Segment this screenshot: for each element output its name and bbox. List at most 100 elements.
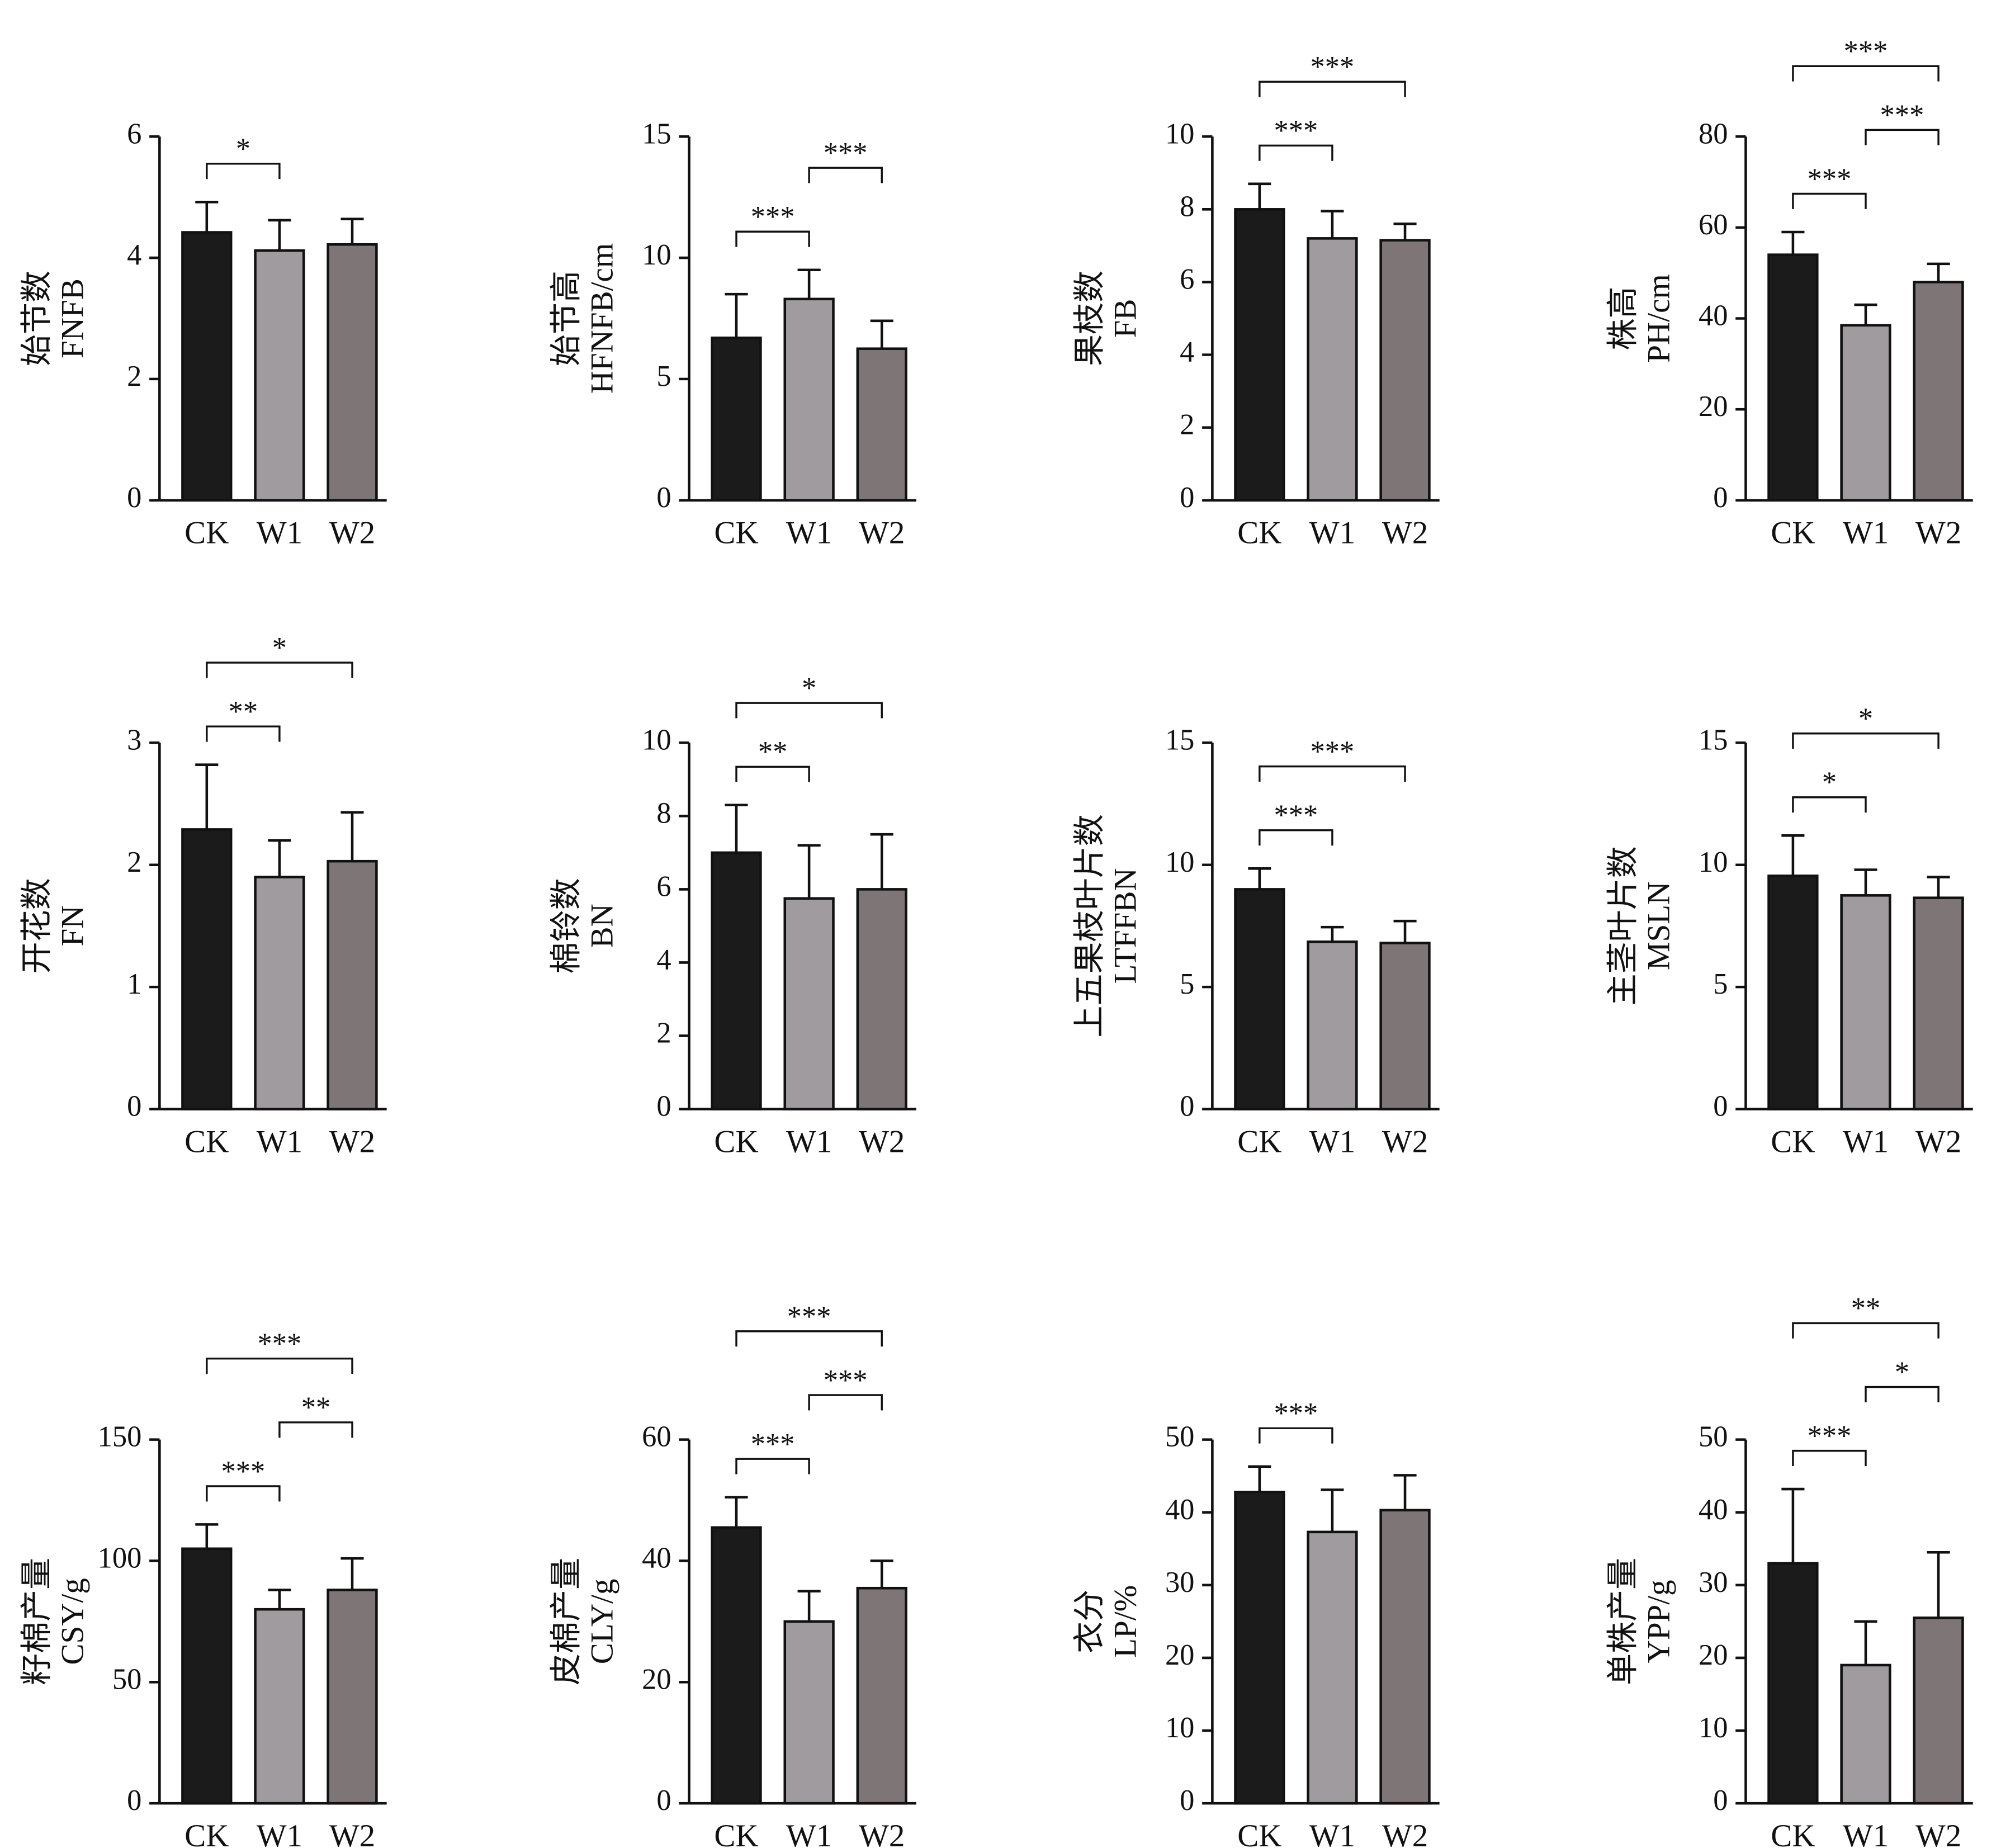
bar (327, 859, 378, 1110)
error-bar (1781, 230, 1805, 255)
x-tick-label: W2 (329, 1124, 375, 1159)
y-tick-label: 30 (1699, 1566, 1728, 1599)
significance-label: *** (787, 1301, 831, 1333)
panel: 0 2 4 6 8 10 果枝数 FB CK W1 W2 *** *** (1072, 51, 1440, 551)
y-tick-label: 4 (656, 943, 671, 976)
bar (711, 851, 762, 1110)
bar (1379, 942, 1431, 1110)
error-bar (870, 833, 893, 890)
x-tick-label: CK (1771, 516, 1815, 551)
bar (181, 1547, 233, 1805)
y-tick-label: 0 (1713, 1784, 1728, 1817)
x-tick-label: W2 (1915, 1124, 1961, 1159)
error-bar (725, 1496, 748, 1528)
y-tick-label: 10 (1699, 846, 1728, 878)
y-tick-label: 10 (642, 724, 671, 756)
y-tick-label: 5 (656, 360, 671, 393)
y-tick-label: 150 (98, 1421, 142, 1453)
error-bar (1927, 262, 1950, 282)
y-axis-label: 棉铃数 (549, 878, 584, 973)
panel: 0 2 4 6 始节数 FNFB CK W1 W2 * (20, 117, 387, 551)
y-tick-label: 0 (127, 481, 141, 514)
y-tick-label: 8 (1180, 190, 1194, 223)
error-bar (797, 268, 821, 299)
bar (1913, 1617, 1964, 1805)
y-axis-label: FB (1108, 299, 1143, 338)
error-bar (1781, 834, 1805, 876)
y-tick-label: 10 (1165, 1712, 1194, 1744)
y-tick-label: 20 (642, 1663, 671, 1695)
significance-label: *** (1311, 736, 1355, 768)
y-tick-label: 0 (127, 1784, 141, 1817)
bar (1379, 1509, 1431, 1805)
significance-bracket (1792, 192, 1867, 209)
significance-label: * (1822, 767, 1837, 799)
bar (1913, 281, 1964, 502)
significance-bracket (735, 702, 883, 719)
bar (1379, 239, 1431, 502)
bar (181, 231, 233, 502)
significance-bracket (1259, 81, 1406, 97)
error-bar (1393, 919, 1417, 943)
significance-label: *** (824, 137, 868, 169)
x-tick-label: CK (185, 516, 229, 551)
panel: 0 10 20 30 40 50 衣分 LP/% CK W1 W2 *** (1072, 1397, 1440, 1848)
y-tick-label: 20 (1699, 1639, 1728, 1671)
error-bar (195, 763, 219, 830)
y-axis-label: CSY/g (55, 1578, 90, 1665)
y-tick-label: 15 (642, 117, 671, 150)
bar (711, 1526, 762, 1805)
y-tick-label: 5 (1180, 968, 1194, 1000)
significance-label: *** (1808, 1420, 1852, 1452)
y-tick-label: 50 (112, 1663, 141, 1695)
significance-label: ** (758, 736, 787, 768)
bar (1913, 896, 1964, 1110)
bar (1840, 324, 1891, 502)
bar (1307, 1530, 1358, 1805)
error-bar (870, 319, 893, 349)
significance-label: *** (1274, 115, 1318, 147)
bar (254, 876, 305, 1110)
significance-label: *** (824, 1364, 868, 1397)
x-tick-label: CK (714, 516, 758, 551)
error-bar (268, 1589, 291, 1610)
y-tick-label: 4 (127, 239, 141, 271)
y-tick-label: 10 (1165, 846, 1194, 878)
x-tick-label: W2 (859, 516, 905, 551)
x-tick-label: W1 (1843, 1124, 1889, 1159)
bar (856, 347, 907, 502)
y-tick-label: 1 (127, 968, 141, 1000)
significance-label: *** (258, 1328, 302, 1360)
significance-bracket (735, 230, 810, 247)
y-axis-label: FNFB (55, 278, 90, 358)
y-axis-label: 始节数 (20, 271, 55, 366)
bar (1767, 1562, 1819, 1805)
y-tick-label: 60 (1699, 209, 1728, 241)
error-bar (797, 844, 821, 899)
error-bar (1393, 223, 1417, 240)
y-axis-label: 衣分 (1072, 1590, 1108, 1653)
x-tick-label: W2 (859, 1818, 905, 1848)
bar (1307, 940, 1358, 1110)
significance-bracket (735, 765, 810, 782)
x-tick-label: W2 (1382, 516, 1428, 551)
x-tick-label: W1 (1843, 1818, 1889, 1848)
x-tick-label: W2 (1382, 1124, 1428, 1159)
y-tick-label: 0 (1180, 1784, 1194, 1817)
error-bar (1781, 1487, 1805, 1563)
y-axis-label: 开花数 (20, 878, 55, 973)
error-bar (340, 218, 364, 245)
significance-label: * (272, 632, 287, 664)
y-axis-label: CLY/g (585, 1578, 620, 1664)
y-tick-label: 50 (1165, 1421, 1194, 1453)
x-tick-label: W1 (1309, 1124, 1355, 1159)
panel: 0 20 40 60 80 株高 PH/cm CK W1 W2 *** *** *** (1606, 35, 1973, 551)
x-tick-label: W1 (1309, 516, 1355, 551)
significance-bracket (1865, 129, 1939, 145)
bar (1234, 208, 1285, 502)
error-bar (797, 1590, 821, 1622)
y-tick-label: 80 (1699, 117, 1728, 150)
